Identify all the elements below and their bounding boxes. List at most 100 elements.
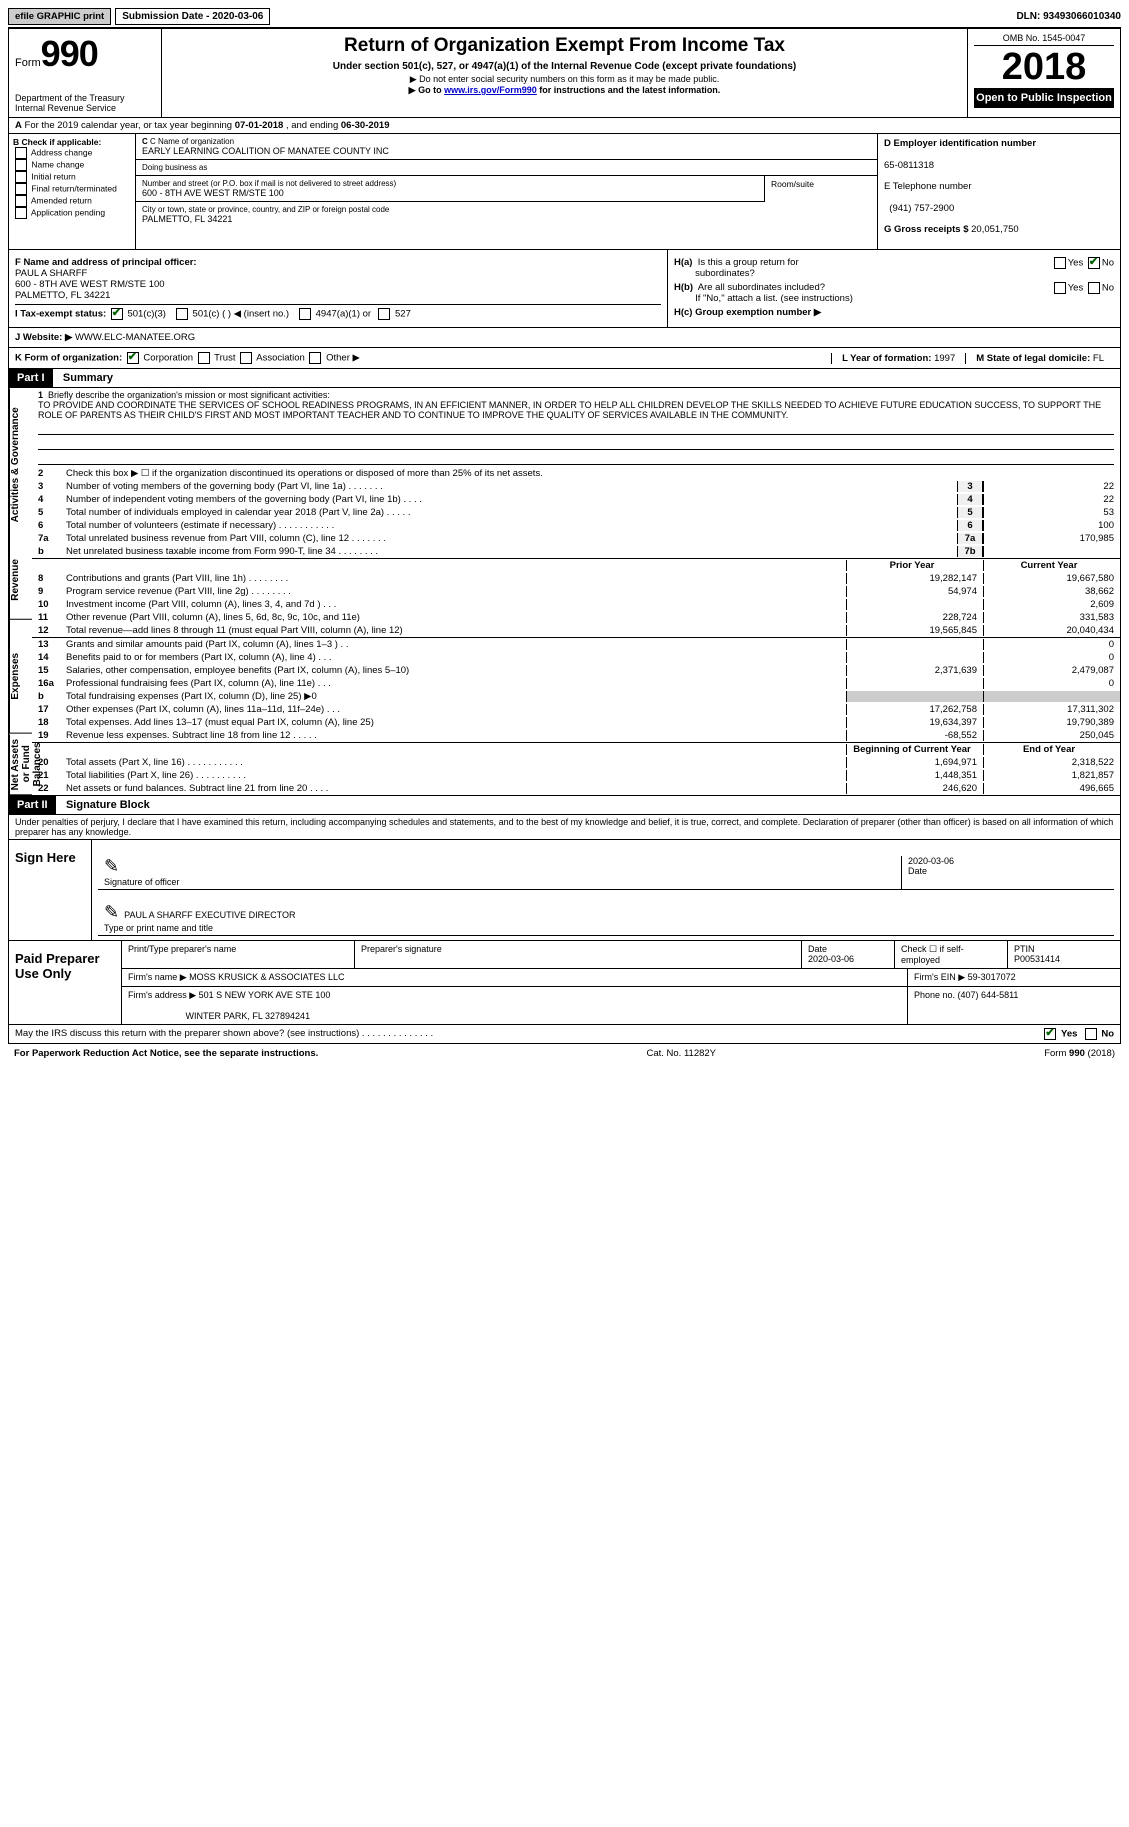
self-employed-check: Check ☐ if self-employed: [895, 941, 1008, 968]
b-checkbox-item: Amended return: [13, 195, 131, 207]
officer-name-title: ✎ PAUL A SHARFF EXECUTIVE DIRECTOR Type …: [98, 902, 1114, 935]
row-a-tax-year: A For the 2019 calendar year, or tax yea…: [8, 118, 1121, 134]
summary-line: 11Other revenue (Part VIII, column (A), …: [32, 611, 1120, 624]
checkbox-4947[interactable]: [299, 308, 311, 320]
b-checkbox-item: Application pending: [13, 207, 131, 219]
part-1-header: Part I: [9, 369, 53, 387]
state-domicile: M State of legal domicile: FL: [965, 353, 1114, 364]
firm-ein: Firm's EIN ▶ 59-3017072: [908, 969, 1120, 986]
ptin: PTINP00531414: [1008, 941, 1120, 968]
checkbox-b[interactable]: [15, 195, 27, 207]
tax-year: 2018: [974, 48, 1114, 86]
city-row: City or town, state or province, country…: [136, 202, 877, 227]
checkbox-b[interactable]: [15, 183, 27, 195]
vtab-revenue: Revenue: [9, 541, 32, 620]
summary-line: 22Net assets or fund balances. Subtract …: [32, 782, 1120, 795]
preparer-sig-hdr: Preparer's signature: [355, 941, 802, 968]
checkbox-hb-no[interactable]: [1088, 282, 1100, 294]
checkbox-hb-yes[interactable]: [1054, 282, 1066, 294]
line-1-mission: 1 Briefly describe the organization's mi…: [32, 388, 1120, 467]
instructions-link[interactable]: www.irs.gov/Form990: [444, 85, 537, 95]
year-formation: L Year of formation: 1997: [831, 353, 965, 364]
form-title: Return of Organization Exempt From Incom…: [168, 35, 961, 57]
section-f-officer: F Name and address of principal officer:…: [15, 257, 661, 301]
perjury-statement: Under penalties of perjury, I declare th…: [8, 815, 1121, 840]
revenue-header-row: Prior Year Current Year: [32, 559, 1120, 572]
checkbox-other[interactable]: [309, 352, 321, 364]
open-to-public: Open to Public Inspection: [974, 88, 1114, 108]
phone-block: E Telephone number (941) 757-2900: [884, 181, 1114, 214]
netassets-header-row: Beginning of Current Year End of Year: [32, 743, 1120, 756]
preparer-date: Date2020-03-06: [802, 941, 895, 968]
checkbox-501c[interactable]: [176, 308, 188, 320]
checkbox-b[interactable]: [15, 171, 27, 183]
section-b-checkboxes: B Check if applicable: Address change Na…: [9, 134, 136, 249]
dba-row: Doing business as: [136, 160, 877, 176]
checkbox-corp[interactable]: [127, 352, 139, 364]
org-name-row: C C Name of organization EARLY LEARNING …: [136, 134, 877, 160]
summary-line: bTotal fundraising expenses (Part IX, co…: [32, 690, 1120, 703]
line-2: 2 Check this box ▶ ☐ if the organization…: [32, 467, 1120, 480]
checkbox-assoc[interactable]: [240, 352, 252, 364]
h-a-group-return: H(a) Is this a group return for Yes No s…: [674, 257, 1114, 279]
checkbox-b[interactable]: [15, 147, 27, 159]
summary-line: 3Number of voting members of the governi…: [32, 480, 1120, 493]
section-j-website: J Website: ▶ WWW.ELC-MANATEE.ORG: [8, 328, 1121, 348]
checkbox-discuss-yes[interactable]: [1044, 1028, 1056, 1040]
subtitle-2: ▶ Do not enter social security numbers o…: [168, 74, 961, 85]
summary-line: 15Salaries, other compensation, employee…: [32, 664, 1120, 677]
firm-address: Firm's address ▶ 501 S NEW YORK AVE STE …: [122, 987, 908, 1024]
form-number: Form990: [15, 33, 155, 75]
gross-receipts: G Gross receipts $ 20,051,750: [884, 224, 1114, 235]
dept-irs: Internal Revenue Service: [15, 103, 155, 113]
checkbox-trust[interactable]: [198, 352, 210, 364]
summary-line: 17Other expenses (Part IX, column (A), l…: [32, 703, 1120, 716]
checkbox-527[interactable]: [378, 308, 390, 320]
summary-line: 13Grants and similar amounts paid (Part …: [32, 638, 1120, 651]
ein-block: D Employer identification number 65-0811…: [884, 138, 1114, 171]
checkbox-b[interactable]: [15, 207, 27, 219]
form-header: Form990 Department of the Treasury Inter…: [8, 27, 1121, 118]
h-c-exemption: H(c) Group exemption number ▶: [674, 307, 1114, 318]
summary-line: 5Total number of individuals employed in…: [32, 506, 1120, 519]
checkbox-ha-no[interactable]: [1088, 257, 1100, 269]
vtab-netassets: Net Assets or Fund Balances: [9, 734, 32, 795]
summary-line: 20Total assets (Part X, line 16) . . . .…: [32, 756, 1120, 769]
summary-line: 18Total expenses. Add lines 13–17 (must …: [32, 716, 1120, 729]
summary-line: 10Investment income (Part VIII, column (…: [32, 598, 1120, 611]
firm-phone: Phone no. (407) 644-5811: [908, 987, 1120, 1024]
vtab-governance: Activities & Governance: [9, 388, 32, 541]
summary-line: 21Total liabilities (Part X, line 26) . …: [32, 769, 1120, 782]
firm-name: Firm's name ▶ MOSS KRUSICK & ASSOCIATES …: [122, 969, 908, 986]
summary-line: 7aTotal unrelated business revenue from …: [32, 532, 1120, 545]
summary-line: 16aProfessional fundraising fees (Part I…: [32, 677, 1120, 690]
b-checkbox-item: Final return/terminated: [13, 183, 131, 195]
section-k-form-org: K Form of organization: Corporation Trus…: [15, 352, 831, 364]
street-address-row: Number and street (or P.O. box if mail i…: [136, 176, 765, 202]
part-1-title: Summary: [55, 372, 113, 384]
subtitle-1: Under section 501(c), 527, or 4947(a)(1)…: [168, 61, 961, 72]
checkbox-ha-yes[interactable]: [1054, 257, 1066, 269]
checkbox-b[interactable]: [15, 159, 27, 171]
checkbox-discuss-no[interactable]: [1085, 1028, 1097, 1040]
summary-line: 6Total number of volunteers (estimate if…: [32, 519, 1120, 532]
sig-date: 2020-03-06 Date: [901, 856, 1114, 889]
section-i-tax-status: I Tax-exempt status: 501(c)(3) 501(c) ( …: [15, 304, 661, 320]
efile-print-button[interactable]: efile GRAPHIC print: [8, 8, 111, 25]
summary-line: 12Total revenue—add lines 8 through 11 (…: [32, 624, 1120, 637]
signature-line[interactable]: ✎ Signature of officer: [98, 856, 901, 889]
room-suite: Room/suite: [765, 176, 877, 202]
part-2-title: Signature Block: [58, 799, 150, 811]
summary-line: 14Benefits paid to or for members (Part …: [32, 651, 1120, 664]
dln: DLN: 93493066010340: [1016, 11, 1121, 22]
summary-line: 9Program service revenue (Part VIII, lin…: [32, 585, 1120, 598]
summary-line: 4Number of independent voting members of…: [32, 493, 1120, 506]
omb-number: OMB No. 1545-0047: [974, 33, 1114, 46]
checkbox-501c3[interactable]: [111, 308, 123, 320]
summary-line: 19Revenue less expenses. Subtract line 1…: [32, 729, 1120, 742]
h-b-subordinates: H(b) Are all subordinates included? Yes …: [674, 282, 1114, 304]
b-checkbox-item: Name change: [13, 159, 131, 171]
summary-line: bNet unrelated business taxable income f…: [32, 545, 1120, 558]
b-checkbox-item: Address change: [13, 147, 131, 159]
page-footer: For Paperwork Reduction Act Notice, see …: [8, 1046, 1121, 1061]
